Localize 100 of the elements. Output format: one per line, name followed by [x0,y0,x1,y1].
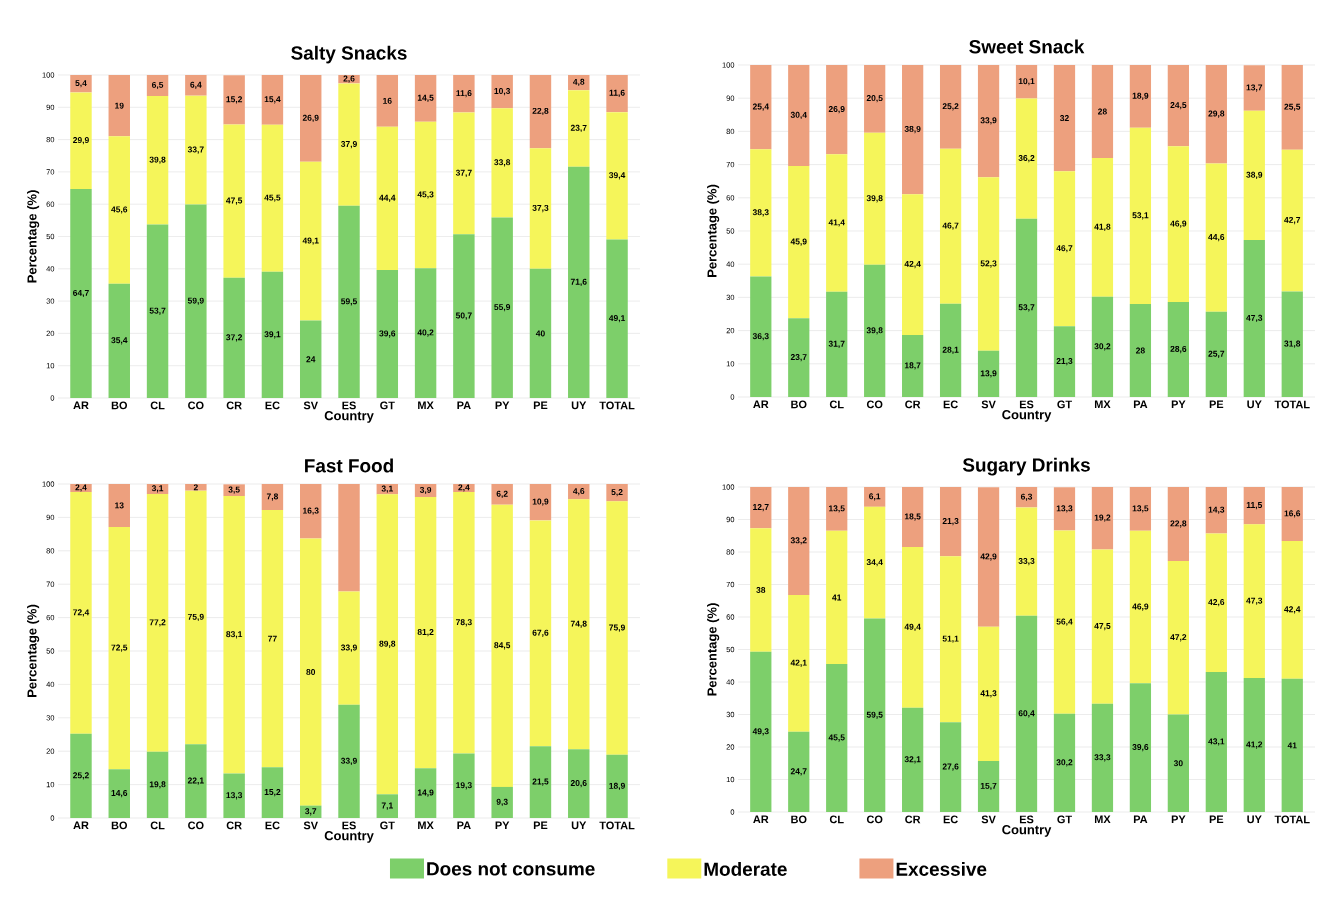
bar [864,64,886,133]
data-label: 45,6 [111,206,128,214]
bar [491,504,513,787]
data-label: 4,8 [572,78,585,87]
bar [529,746,552,818]
data-label: 33,3 [1018,557,1035,566]
y-axis-title: Percentage (%) [707,603,720,696]
bar [1205,311,1227,397]
bar [1205,64,1227,164]
data-label: 53,7 [149,307,166,315]
data-label: 39,6 [379,330,396,338]
data-label: 28,1 [942,346,959,354]
bar [788,165,810,319]
bar [146,494,169,752]
bar [788,486,810,595]
bar [568,749,590,818]
bar [1015,218,1038,397]
x-tick-label: EC [265,401,280,410]
bar [108,74,130,137]
data-label: 39,8 [866,327,883,335]
data-label: 40 [535,330,545,337]
bar [826,530,848,665]
bar [1091,296,1114,397]
data-label: 9,3 [496,798,508,807]
bar [939,303,962,397]
x-tick-label: ES [1019,400,1034,409]
x-tick-label: UY [1247,400,1262,409]
bar [185,483,207,491]
x-tick-label: PE [1209,815,1224,824]
bar [223,124,245,278]
x-tick-label: AR [73,821,89,830]
data-label: 77,2 [149,619,166,627]
bar [826,486,848,531]
data-label: 37,7 [455,169,472,177]
data-label: 30,2 [1094,343,1111,351]
bar [529,483,552,521]
bar [939,722,962,812]
data-label: 47,3 [1246,597,1263,605]
bar [529,268,552,398]
data-label: 6,4 [190,81,202,89]
data-label: 78,3 [456,619,472,627]
bar [750,528,772,652]
data-label: 55,9 [494,304,511,312]
data-label: 13,5 [1132,505,1149,513]
data-label: 72,5 [111,644,128,652]
bar [1281,486,1303,541]
data-label: 22,8 [1170,520,1187,528]
y-axis-title: Percentage (%) [27,190,40,283]
bar [376,74,399,127]
data-label: 45,5 [264,194,281,202]
data-label: 30,4 [790,111,807,120]
data-label: 33,2 [790,537,807,545]
x-tick-label: ES [1019,815,1034,824]
bar [1281,149,1303,292]
bar [1015,98,1038,219]
data-label: 42,4 [1284,606,1301,614]
x-tick-label: ES [342,821,356,830]
data-label: 37,3 [532,204,549,213]
bar [1167,146,1189,303]
data-label: 4,6 [572,488,585,496]
data-label: 38,3 [752,209,769,217]
bar [453,753,475,818]
data-label: 31,8 [1284,340,1301,348]
bar [261,74,284,125]
bar [146,95,169,225]
bar [1015,64,1038,99]
bar [1129,64,1152,128]
data-label: 45,9 [790,238,807,246]
data-label: 10,9 [532,498,549,506]
data-label: 6,5 [151,81,164,90]
x-tick-label: AR [753,815,769,824]
data-label: 2,4 [458,484,470,492]
data-label: 46,7 [942,222,959,230]
bar [185,490,207,745]
bar [338,704,360,818]
bar [261,124,284,272]
bar [568,499,590,750]
data-label: 49,4 [904,623,921,632]
bar [414,768,437,818]
data-label: 24,7 [790,768,807,776]
x-tick-label: MX [418,401,434,410]
bar [414,121,437,269]
data-label: 33,9 [340,644,357,652]
data-label: 2,4 [75,484,87,492]
bar [606,501,628,755]
data-label: 26,9 [828,106,845,114]
data-label: 41,2 [1246,741,1263,749]
bar [1243,110,1265,240]
data-label: 39,8 [866,195,883,203]
bar [300,538,322,806]
data-label: 20,6 [570,779,587,788]
bar [864,486,886,507]
bar [185,74,207,96]
bar [491,74,513,109]
bar [1243,678,1265,812]
x-tick-label: AR [753,400,769,409]
bar [1091,157,1114,297]
data-label: 52,3 [980,260,997,268]
bar [902,334,924,397]
bar [939,556,962,723]
